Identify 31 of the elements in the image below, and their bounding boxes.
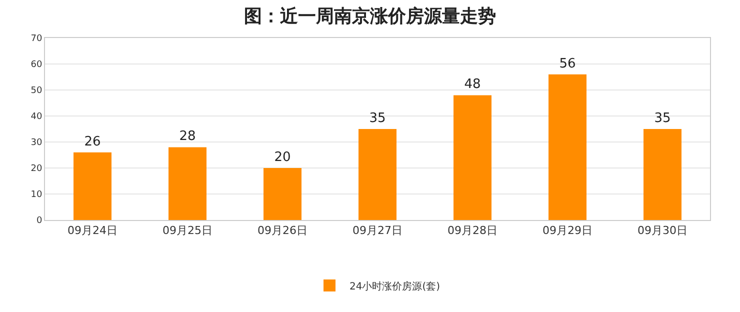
x-tick-label: 09月26日 [258,224,308,238]
y-tick-label: 0 [36,216,42,226]
data-label: 20 [274,150,291,165]
x-tick-label: 09月30日 [638,224,688,238]
x-tick-label: 09月24日 [68,224,118,238]
bar [644,129,682,220]
bar [74,152,112,220]
x-tick-label: 09月29日 [542,224,592,238]
x-tick-label: 09月28日 [448,224,498,238]
chart-title: 图：近一周南京涨价房源量走势 [244,6,496,27]
data-label: 35 [369,111,386,126]
data-label: 35 [654,111,671,126]
y-tick-label: 40 [30,112,42,122]
data-label: 56 [559,56,576,72]
y-tick-label: 30 [30,138,42,148]
y-tick-label: 60 [30,60,42,70]
x-tick-label: 09月25日 [162,224,212,238]
y-tick-label: 70 [30,34,42,44]
y-tick-label: 50 [30,86,42,96]
y-tick-label: 10 [30,190,42,200]
bar [168,147,206,220]
data-label: 26 [84,134,101,150]
x-tick-label: 09月27日 [352,224,402,238]
bar [358,129,396,220]
bar [548,74,586,220]
y-tick-label: 20 [30,164,42,174]
data-label: 28 [179,129,196,144]
data-label: 48 [464,77,481,92]
legend-label: 24小时涨价房源(套) [350,280,440,292]
bar [454,95,492,220]
bar [264,168,302,220]
